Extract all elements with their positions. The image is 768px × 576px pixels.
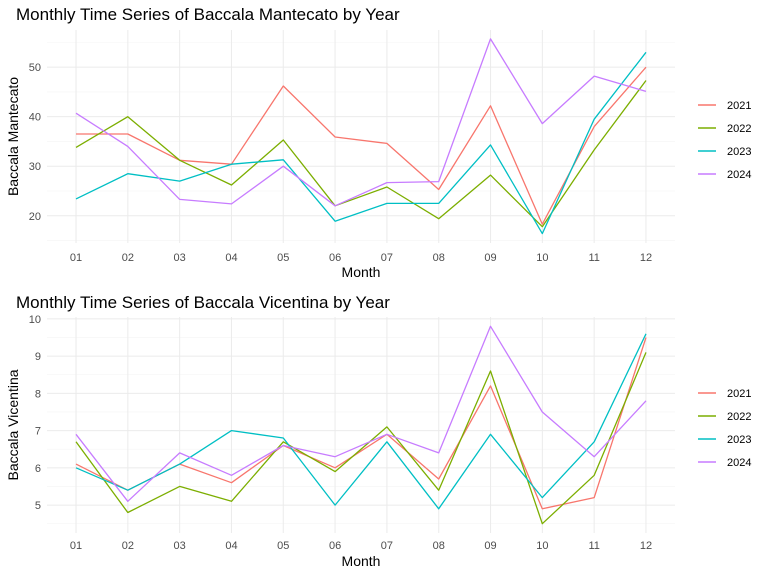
x-tick-label: 06 xyxy=(329,252,341,264)
x-tick-label: 09 xyxy=(484,252,496,264)
x-tick-label: 04 xyxy=(225,252,237,264)
x-tick-label: 03 xyxy=(174,252,186,264)
legend-label-2024: 2024 xyxy=(727,169,751,181)
x-tick-label: 01 xyxy=(70,540,82,552)
y-tick-label: 5 xyxy=(35,500,41,512)
y-axis-title: Baccala Vicentina xyxy=(5,369,21,480)
x-tick-label: 09 xyxy=(484,540,496,552)
x-tick-label: 06 xyxy=(329,540,341,552)
y-tick-label: 7 xyxy=(35,426,41,438)
legend: 2021 2022 2023 2024 xyxy=(698,100,751,181)
chart-title: Monthly Time Series of Baccala Mantecato… xyxy=(16,5,400,24)
x-tick-label: 05 xyxy=(277,252,289,264)
x-axis-title: Month xyxy=(342,264,381,280)
series-line-2022 xyxy=(75,80,647,228)
y-axis-title: Baccala Mantecato xyxy=(5,77,21,196)
legend-label-2023: 2023 xyxy=(727,146,751,158)
y-tick-label: 30 xyxy=(29,161,41,173)
series-line-2023 xyxy=(75,51,647,235)
x-tick-label: 12 xyxy=(640,540,652,552)
x-tick-label: 07 xyxy=(381,252,393,264)
x-tick-label: 08 xyxy=(433,540,445,552)
series-line-2021 xyxy=(75,337,647,510)
x-tick-label: 12 xyxy=(640,252,652,264)
y-tick-label: 9 xyxy=(35,351,41,363)
series-line-2022 xyxy=(75,352,647,525)
x-tick-label: 08 xyxy=(433,252,445,264)
x-tick-label: 02 xyxy=(122,252,134,264)
y-tick-label: 20 xyxy=(29,211,41,223)
y-tick-label: 50 xyxy=(29,62,41,74)
x-tick-label: 04 xyxy=(225,540,237,552)
legend-label-2024: 2024 xyxy=(727,457,751,469)
x-tick-label: 05 xyxy=(277,540,289,552)
chart-title: Monthly Time Series of Baccala Vicentina… xyxy=(16,293,390,312)
y-tick-label: 6 xyxy=(35,463,41,475)
x-tick-label: 11 xyxy=(588,540,599,552)
y-tick-label: 10 xyxy=(29,314,41,326)
x-tick-label: 11 xyxy=(588,252,599,264)
legend-label-2023: 2023 xyxy=(727,434,751,446)
chart-panel-1: 20 30 40 50 01 02 03 04 05 06 07 08 09 10 11 12 Monthly … xyxy=(5,5,751,280)
x-tick-label: 02 xyxy=(122,540,134,552)
x-axis-title: Month xyxy=(342,553,381,569)
y-tick-label: 8 xyxy=(35,388,41,400)
x-tick-label: 03 xyxy=(174,540,186,552)
x-tick-label: 10 xyxy=(536,252,548,264)
legend-label-2021: 2021 xyxy=(727,100,751,112)
series-line-2023 xyxy=(75,333,647,510)
series-line-2024 xyxy=(75,325,647,502)
x-tick-label: 07 xyxy=(381,540,393,552)
x-tick-label: 01 xyxy=(70,252,82,264)
chart-panel-2: 5 6 7 8 9 10 01 02 03 04 05 06 07 08 09 10 11 12 Monthly T… xyxy=(5,293,751,569)
series-line-2024 xyxy=(75,38,647,207)
legend-label-2021: 2021 xyxy=(727,388,751,400)
legend-label-2022: 2022 xyxy=(727,123,751,135)
legend: 2021 2022 2023 2024 xyxy=(698,388,751,469)
y-tick-label: 40 xyxy=(29,112,41,124)
x-tick-label: 10 xyxy=(536,540,548,552)
legend-label-2022: 2022 xyxy=(727,411,751,423)
series-line-2021 xyxy=(76,66,647,225)
